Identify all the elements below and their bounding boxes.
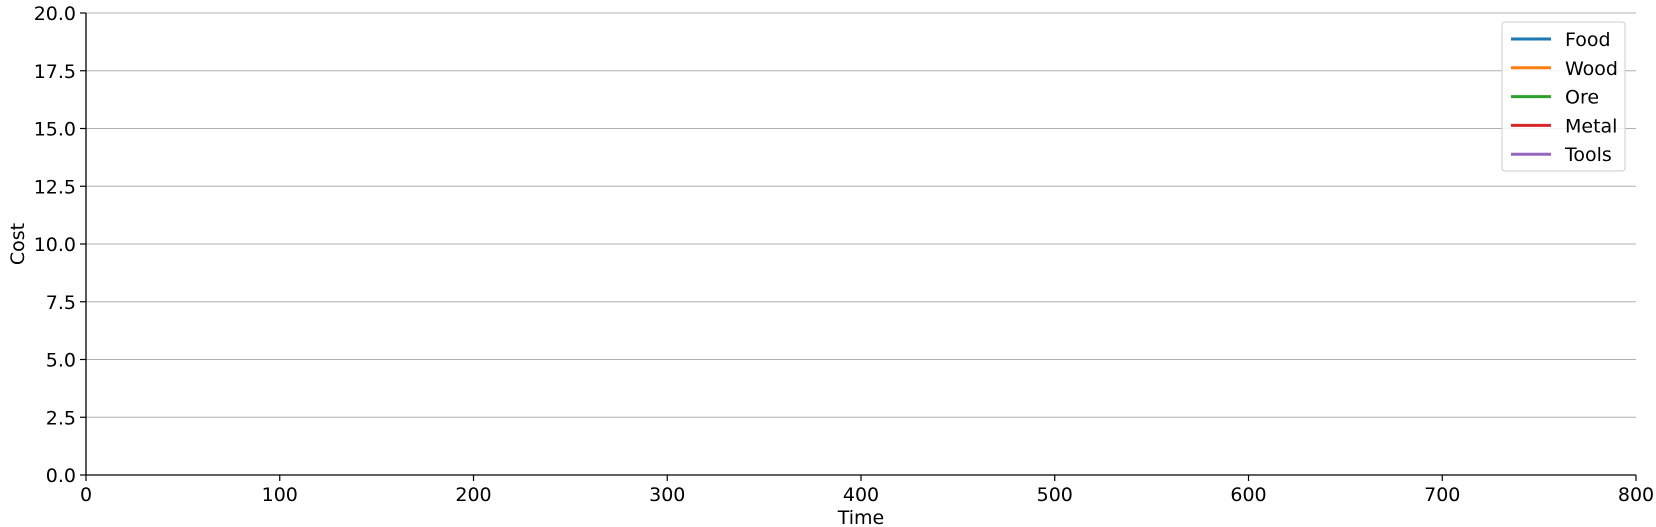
y-axis-ticks: 0.0 2.5 5.0 7.5 10.0 12.5 15.0 17.5 20.0 — [34, 3, 86, 487]
y-tick-label: 20.0 — [34, 3, 76, 25]
y-tick-label: 17.5 — [34, 61, 76, 83]
legend-label-food: Food — [1565, 29, 1611, 51]
x-tick-label: 200 — [455, 484, 491, 506]
y-tick-label: 12.5 — [34, 176, 76, 198]
x-tick-label: 500 — [1037, 484, 1073, 506]
legend-label-wood: Wood — [1565, 58, 1618, 80]
y-tick-label: 15.0 — [34, 119, 76, 141]
y-tick-label: 7.5 — [46, 292, 76, 314]
y-tick-label: 0.0 — [46, 465, 76, 487]
x-tick-label: 0 — [80, 484, 92, 506]
x-tick-label: 100 — [262, 484, 298, 506]
x-tick-label: 800 — [1618, 484, 1654, 506]
legend-label-metal: Metal — [1565, 115, 1617, 137]
x-tick-label: 400 — [843, 484, 879, 506]
y-axis-label: Cost — [7, 223, 29, 265]
y-tick-label: 5.0 — [46, 350, 76, 372]
x-tick-label: 700 — [1424, 484, 1460, 506]
x-tick-label: 600 — [1230, 484, 1266, 506]
y-tick-label: 2.5 — [46, 407, 76, 429]
legend: Food Wood Ore Metal Tools — [1501, 21, 1626, 172]
x-axis-label: Time — [837, 507, 885, 527]
legend-box — [1501, 21, 1626, 172]
legend-label-ore: Ore — [1565, 87, 1599, 109]
y-tick-label: 10.0 — [34, 234, 76, 256]
grid-lines — [86, 12, 1636, 476]
x-tick-label: 300 — [649, 484, 685, 506]
legend-label-tools: Tools — [1564, 144, 1612, 166]
x-axis-ticks: 0 100 200 300 400 500 600 700 800 — [80, 475, 1654, 506]
